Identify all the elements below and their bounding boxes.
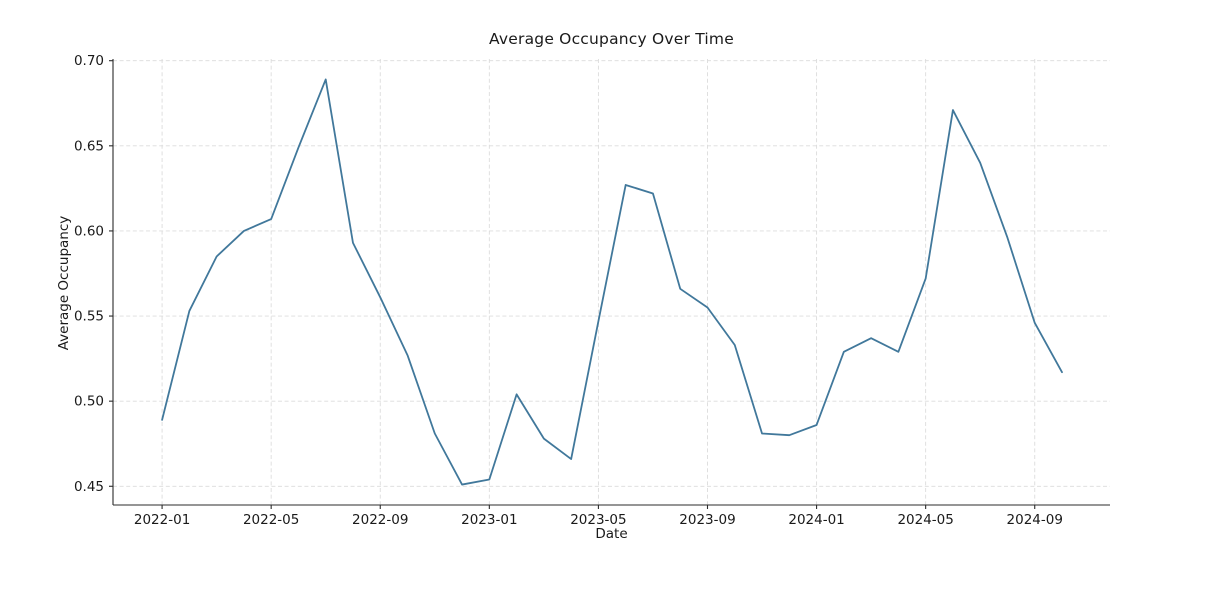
x-tick-label: 2024-09	[1007, 512, 1063, 528]
x-tick-label: 2023-09	[679, 512, 735, 528]
y-axis-label: Average Occupancy	[56, 215, 72, 351]
x-tick-label: 2023-01	[461, 512, 517, 528]
x-tick-label: 2022-01	[134, 512, 190, 528]
chart-title: Average Occupancy Over Time	[489, 30, 734, 48]
x-tick-label: 2023-05	[570, 512, 626, 528]
y-tick-label: 0.50	[74, 394, 104, 410]
occupancy-series-line	[161, 78, 1063, 486]
y-tick-label: 0.70	[74, 53, 104, 69]
y-tick-label: 0.65	[74, 138, 104, 154]
y-tick-label: 0.55	[74, 309, 104, 325]
y-tick-label: 0.45	[74, 479, 104, 495]
x-tick-label: 2022-05	[243, 512, 299, 528]
x-axis-label: Date	[595, 526, 628, 542]
x-tick-label: 2024-05	[897, 512, 953, 528]
x-tick-label: 2022-09	[352, 512, 408, 528]
x-tick-label: 2024-01	[788, 512, 844, 528]
y-tick-label: 0.60	[74, 223, 104, 239]
